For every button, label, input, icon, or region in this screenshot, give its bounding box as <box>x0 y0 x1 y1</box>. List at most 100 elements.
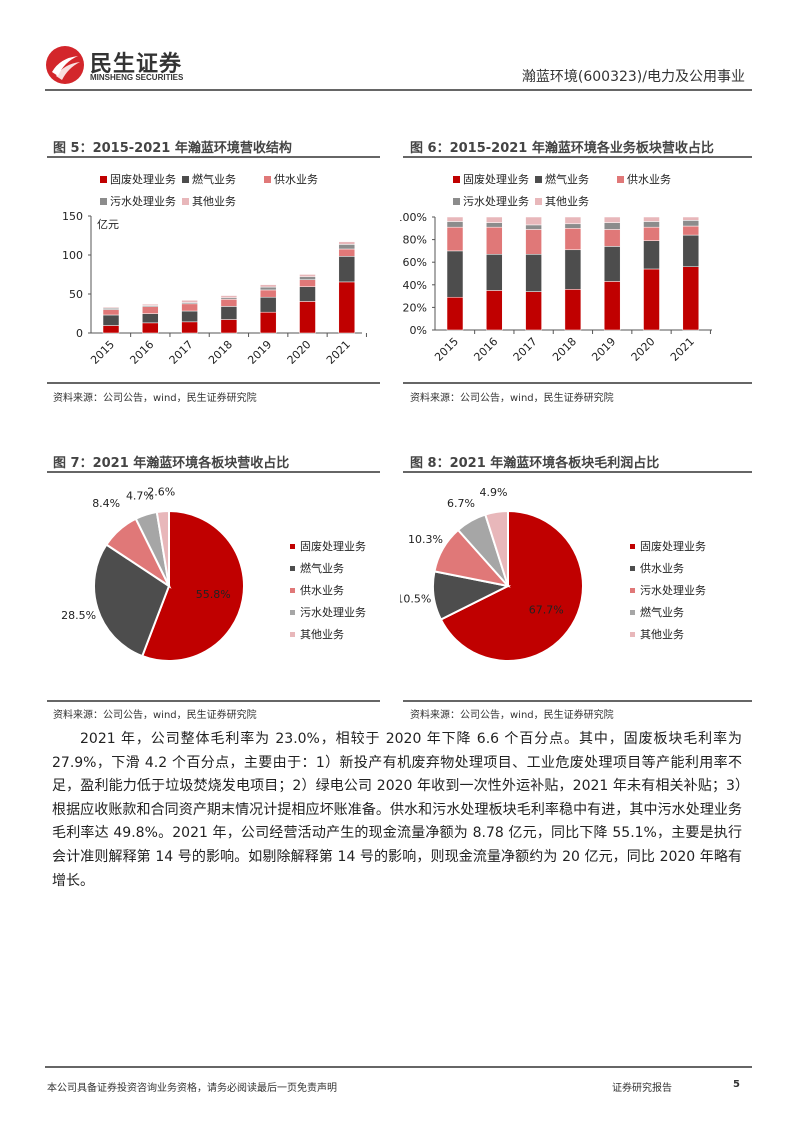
x-tick-label: 2016 <box>127 338 156 367</box>
bar-segment <box>338 244 356 250</box>
bar-segment <box>486 226 503 255</box>
y-tick-label: 80% <box>403 234 427 247</box>
bar-segment <box>525 216 542 226</box>
bar-segment <box>446 226 464 252</box>
pie-slice <box>140 509 245 662</box>
bar-segment <box>220 306 238 320</box>
legend-item: 固废处理业务 <box>100 171 182 187</box>
bar-segment <box>142 313 159 324</box>
bar-segment <box>220 295 238 299</box>
legend-label: 固废处理业务 <box>640 540 706 553</box>
bar-segment <box>682 234 700 267</box>
y-tick-label: 150 <box>62 210 83 223</box>
legend-swatch <box>182 175 189 183</box>
fig7-chart: 55.8% 28.5% 8.4% 4.7%2.6% <box>61 485 245 662</box>
legend-label: 固废处理业务 <box>110 173 176 186</box>
analysis-paragraph: 2021 年，公司整体毛利率为 23.0%，相较于 2020 年下降 6.6 个… <box>52 731 742 889</box>
pie-data-label: 10.5% <box>400 593 431 606</box>
legend-label: 燃气业务 <box>545 173 589 186</box>
bar-segment <box>142 322 159 334</box>
legend-item: 污水处理业务 <box>630 579 706 601</box>
fig5-legend: 固废处理业务 燃气业务 供水业务污水处理业务 其他业务 <box>100 171 360 209</box>
pie-slice <box>484 509 509 587</box>
bar-segment <box>603 216 621 223</box>
y-tick-label: 50 <box>69 288 83 301</box>
legend-item: 燃气业务 <box>630 601 706 623</box>
bar-segment <box>446 216 464 222</box>
fig5-title-divider <box>47 156 380 158</box>
bar-segment <box>486 216 503 223</box>
legend-item: 其他业务 <box>290 623 366 645</box>
bar-segment <box>102 307 120 309</box>
bar-segment <box>643 240 660 270</box>
bar-segment <box>259 289 277 298</box>
page-number: 5 <box>733 1079 740 1090</box>
legend-label: 供水业务 <box>300 584 344 597</box>
fig7-source: 资料来源：公司公告，wind，民生证券研究院 <box>53 710 257 721</box>
legend-label: 燃气业务 <box>192 173 236 186</box>
legend-label: 固废处理业务 <box>463 173 529 186</box>
footer-report-type: 证券研究报告 <box>612 1083 672 1094</box>
x-tick-label: 2021 <box>668 335 697 364</box>
bar-segment <box>338 281 356 334</box>
pie-data-label: 4.7% <box>126 490 154 503</box>
bar-segment <box>643 268 660 331</box>
fig6-title: 图 6：2015-2021 年瀚蓝环境各业务板块营收占比 <box>410 141 714 156</box>
bar-segment <box>220 319 238 334</box>
bar-segment <box>220 299 238 307</box>
bar-segment <box>181 299 198 303</box>
legend-label: 污水处理业务 <box>110 195 176 208</box>
legend-item: 供水业务 <box>630 557 706 579</box>
legend-swatch <box>290 565 295 571</box>
fig6-legend: 固废处理业务 燃气业务 供水业务 污水处理业务 其他业务 <box>453 171 713 209</box>
x-tick-label: 2018 <box>206 338 235 367</box>
legend-item: 燃气业务 <box>290 557 366 579</box>
legend-swatch <box>290 631 295 637</box>
bar-segment <box>682 216 700 221</box>
bar-segment <box>142 306 159 314</box>
bar-segment <box>525 229 542 255</box>
bar-segment <box>564 228 582 251</box>
y-tick-label: 100 <box>62 249 83 262</box>
legend-swatch <box>453 197 460 205</box>
x-tick-label: 2018 <box>550 335 579 364</box>
bar-segment <box>643 221 660 228</box>
x-tick-label: 2017 <box>167 338 196 367</box>
bar-segment <box>446 296 464 331</box>
bar-segment <box>259 286 277 291</box>
pie-slice <box>93 543 171 658</box>
bar-segment <box>486 222 503 228</box>
pie-data-label: 67.7% <box>529 604 564 617</box>
y-tick-label: 60% <box>403 256 427 269</box>
bar-segment <box>525 224 542 230</box>
legend-label: 其他业务 <box>192 195 236 208</box>
legend-label: 燃气业务 <box>640 606 684 619</box>
bar-segment <box>142 303 159 306</box>
bar-segment <box>564 289 582 331</box>
bar-segment <box>259 284 277 288</box>
fig5-source-divider <box>47 382 380 384</box>
legend-item: 燃气业务 <box>182 171 264 187</box>
bar-segment <box>603 246 621 282</box>
footer-disclaimer: 本公司具备证券投资咨询业务资格，请务必阅读最后一页免责声明 <box>47 1083 337 1094</box>
x-tick-label: 2019 <box>589 335 618 364</box>
legend-swatch <box>535 197 542 205</box>
legend-item: 污水处理业务 <box>290 601 366 623</box>
legend-label: 污水处理业务 <box>300 606 366 619</box>
legend-label: 供水业务 <box>274 173 318 186</box>
fig8-title: 图 8：2021 年瀚蓝环境各板块毛利润占比 <box>410 456 660 471</box>
bar-segment <box>259 311 277 334</box>
report-subject: 瀚蓝环境(600323)/电力及公用事业 <box>521 69 745 85</box>
logo-text: 民生证券 <box>90 52 183 77</box>
x-tick-label: 2021 <box>324 338 353 367</box>
bar-segment <box>643 226 660 241</box>
legend-label: 供水业务 <box>640 562 684 575</box>
legend-swatch <box>290 543 295 549</box>
legend-swatch <box>630 543 635 549</box>
bar-segment <box>603 222 621 230</box>
y-tick-label: 20% <box>403 301 427 314</box>
bar-segment <box>525 291 542 331</box>
header-divider <box>45 89 752 91</box>
y-tick-label: 0 <box>76 327 83 340</box>
bar-segment <box>299 301 316 334</box>
